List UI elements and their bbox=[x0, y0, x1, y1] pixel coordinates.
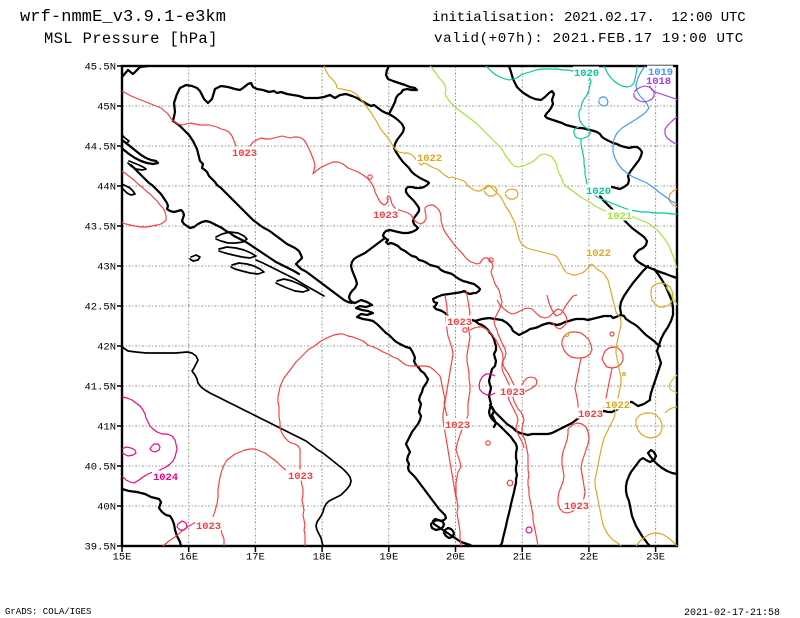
svg-text:1023: 1023 bbox=[500, 387, 525, 399]
svg-text:1023: 1023 bbox=[578, 409, 603, 421]
svg-text:1022: 1022 bbox=[586, 248, 611, 260]
svg-text:1023: 1023 bbox=[447, 317, 472, 329]
svg-text:1020: 1020 bbox=[574, 68, 599, 80]
svg-text:1023: 1023 bbox=[445, 420, 470, 432]
svg-text:45N: 45N bbox=[97, 102, 116, 114]
svg-text:40.5N: 40.5N bbox=[84, 462, 116, 474]
svg-text:1018: 1018 bbox=[646, 76, 671, 88]
svg-text:16E: 16E bbox=[179, 552, 198, 564]
svg-text:2021-02-17-21:58: 2021-02-17-21:58 bbox=[684, 608, 780, 618]
svg-text:20E: 20E bbox=[446, 552, 465, 564]
svg-text:18E: 18E bbox=[313, 552, 332, 564]
svg-text:22E: 22E bbox=[579, 552, 598, 564]
svg-text:23E: 23E bbox=[646, 552, 665, 564]
svg-text:43N: 43N bbox=[97, 262, 116, 274]
svg-text:17E: 17E bbox=[246, 552, 265, 564]
svg-text:1023: 1023 bbox=[564, 501, 589, 513]
svg-text:41N: 41N bbox=[97, 422, 116, 434]
svg-text:21E: 21E bbox=[513, 552, 532, 564]
svg-text:15E: 15E bbox=[113, 552, 132, 564]
svg-text:1023: 1023 bbox=[232, 148, 257, 160]
svg-text:44N: 44N bbox=[97, 182, 116, 194]
svg-text:19E: 19E bbox=[379, 552, 398, 564]
svg-text:GrADS: COLA/IGES: GrADS: COLA/IGES bbox=[5, 607, 91, 617]
svg-text:initialisation: 2021.02.17. 1: initialisation: 2021.02.17. 12:00 UTC bbox=[432, 10, 746, 26]
svg-text:valid(+07h): 2021.FEB.17 19:00: valid(+07h): 2021.FEB.17 19:00 UTC bbox=[434, 31, 744, 47]
svg-text:44.5N: 44.5N bbox=[84, 142, 116, 154]
svg-text:40N: 40N bbox=[97, 502, 116, 514]
svg-text:1019: 1019 bbox=[648, 67, 673, 79]
svg-text:1022: 1022 bbox=[417, 153, 442, 165]
svg-text:1022: 1022 bbox=[605, 400, 630, 412]
svg-text:45.5N: 45.5N bbox=[84, 62, 116, 74]
svg-text:41.5N: 41.5N bbox=[84, 382, 116, 394]
svg-text:1023: 1023 bbox=[196, 521, 221, 533]
svg-text:1024: 1024 bbox=[153, 472, 178, 484]
svg-text:1021: 1021 bbox=[607, 211, 632, 223]
svg-text:wrf-nmmE_v3.9.1-e3km: wrf-nmmE_v3.9.1-e3km bbox=[20, 8, 226, 27]
svg-text:42N: 42N bbox=[97, 342, 116, 354]
svg-text:1020: 1020 bbox=[586, 186, 611, 198]
svg-text:39.5N: 39.5N bbox=[84, 542, 116, 554]
svg-text:MSL Pressure [hPa]: MSL Pressure [hPa] bbox=[44, 30, 218, 48]
svg-text:42.5N: 42.5N bbox=[84, 302, 116, 314]
svg-text:43.5N: 43.5N bbox=[84, 222, 116, 234]
svg-text:1023: 1023 bbox=[373, 210, 398, 222]
svg-text:1023: 1023 bbox=[288, 471, 313, 483]
